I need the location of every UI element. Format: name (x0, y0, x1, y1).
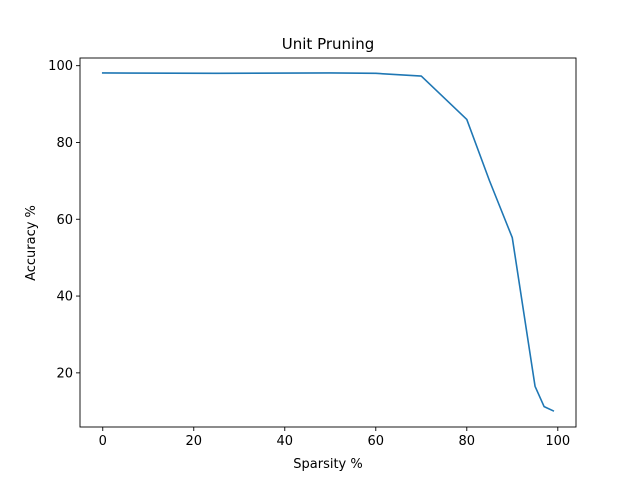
y-tick-label-60: 60 (56, 213, 73, 228)
y-tick-label-20: 20 (56, 366, 73, 381)
y-tick-label-40: 40 (56, 290, 73, 305)
y-tick-label-100: 100 (48, 59, 73, 74)
plot-area: 0 20 40 60 80 100 20 40 60 80 100 (48, 57, 577, 449)
x-axis-label: Sparsity % (293, 457, 362, 472)
x-tick-label-100: 100 (545, 434, 570, 449)
series-line-0 (101, 72, 555, 412)
x-tick-label-0: 0 (99, 434, 107, 449)
x-tick-label-80: 80 (459, 434, 476, 449)
axes-frame (79, 57, 577, 428)
y-axis-label: Accuracy % (24, 205, 39, 281)
x-tick-label-40: 40 (276, 434, 293, 449)
chart-title: Unit Pruning (282, 35, 374, 53)
x-tick-label-20: 20 (185, 434, 202, 449)
y-tick-label-80: 80 (56, 136, 73, 151)
x-tick-label-60: 60 (368, 434, 385, 449)
